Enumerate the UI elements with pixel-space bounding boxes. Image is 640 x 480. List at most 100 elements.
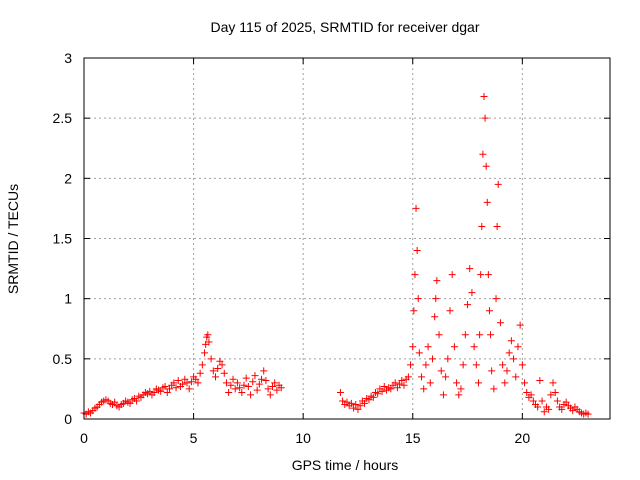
data-point [499, 361, 507, 369]
x-tick-label: 10 [295, 430, 311, 446]
data-point [446, 307, 454, 315]
data-point [494, 180, 502, 188]
data-point [496, 319, 504, 327]
data-point [205, 338, 213, 346]
data-point [510, 355, 518, 363]
data-point [365, 396, 373, 404]
data-point [187, 378, 195, 386]
data-point [407, 361, 415, 369]
data-point [347, 399, 355, 407]
data-point [527, 391, 535, 399]
x-tick-label: 5 [190, 430, 198, 446]
data-point [229, 375, 237, 383]
data-point [569, 407, 577, 415]
data-point [439, 391, 447, 399]
data-point [266, 391, 274, 399]
data-point [488, 367, 496, 375]
data-point [529, 397, 537, 405]
data-point [273, 386, 281, 394]
data-point [540, 408, 548, 416]
data-point [503, 367, 511, 375]
data-point [412, 204, 420, 212]
data-point [466, 265, 474, 273]
data-point [378, 387, 386, 395]
data-point [179, 380, 187, 388]
data-point [374, 390, 382, 398]
data-point [435, 331, 443, 339]
data-point [518, 361, 526, 369]
data-point [170, 379, 178, 387]
chart-title: Day 115 of 2025, SRMTID for receiver dga… [211, 19, 480, 35]
data-point [196, 369, 204, 377]
data-points [80, 93, 592, 418]
data-point [157, 387, 165, 395]
y-tick-label: 2.5 [53, 110, 73, 126]
y-tick-label: 0 [64, 411, 72, 427]
data-point [490, 385, 498, 393]
data-point [209, 367, 217, 375]
data-point [444, 355, 452, 363]
data-point [222, 379, 230, 387]
data-point [161, 383, 169, 391]
data-point [183, 379, 191, 387]
data-point [415, 349, 423, 357]
data-point [483, 198, 491, 206]
data-point [216, 357, 224, 365]
data-point [336, 389, 344, 397]
tick-labels: 0 5 10 15 20 0 0.5 1 1.5 2 2.5 3 [53, 50, 531, 446]
data-point [238, 389, 246, 397]
data-point [255, 380, 263, 388]
data-point [247, 391, 255, 399]
data-point [260, 367, 268, 375]
x-tick-label: 20 [515, 430, 531, 446]
data-point [487, 331, 495, 339]
data-point [268, 383, 276, 391]
data-point [192, 375, 200, 383]
data-point [207, 355, 215, 363]
data-point [433, 277, 441, 285]
data-point [584, 410, 592, 418]
data-point [126, 399, 134, 407]
data-point [484, 271, 492, 279]
data-point [422, 361, 430, 369]
y-tick-label: 2 [64, 170, 72, 186]
data-point [420, 385, 428, 393]
data-point [450, 343, 458, 351]
data-point [485, 307, 493, 315]
data-point [523, 389, 531, 397]
data-point [380, 383, 388, 391]
data-point [468, 289, 476, 297]
data-point [507, 337, 515, 345]
data-point [480, 93, 488, 101]
data-point [512, 373, 520, 381]
data-point [225, 389, 233, 397]
data-point [146, 387, 154, 395]
data-point [369, 393, 377, 401]
data-point [240, 381, 248, 389]
data-point [400, 381, 408, 389]
data-point [437, 367, 445, 375]
data-point [233, 379, 241, 387]
data-point [361, 399, 369, 407]
data-point [410, 307, 418, 315]
data-point [475, 379, 482, 387]
data-point [253, 386, 261, 394]
data-point [521, 379, 529, 387]
x-axis-label: GPS time / hours [292, 457, 399, 473]
data-point [258, 375, 266, 383]
data-point [426, 379, 434, 387]
data-point [493, 222, 501, 230]
data-point [111, 398, 119, 406]
data-point [492, 295, 500, 303]
data-point [231, 385, 239, 393]
data-point [470, 343, 478, 351]
data-point [551, 389, 559, 397]
data-point [220, 369, 228, 377]
y-tick-label: 1 [64, 291, 72, 307]
data-point [461, 331, 469, 339]
data-point [472, 361, 480, 369]
data-point [501, 379, 509, 387]
x-tick-label: 15 [405, 430, 421, 446]
data-point [218, 361, 226, 369]
data-point [453, 379, 461, 387]
